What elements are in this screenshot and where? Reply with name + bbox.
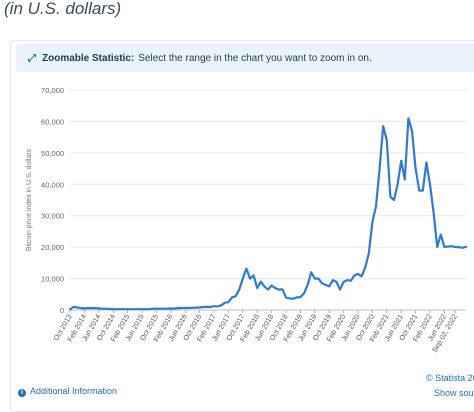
y-tick-label: 0 [60,306,64,315]
y-axis-title: Bitcoin price index in U.S. dollars [26,148,33,251]
show-source-link[interactable]: Show sour [434,388,474,398]
y-tick-label: 30,000 [41,212,64,221]
y-tick-label: 50,000 [41,149,64,158]
y-tick-label: 70,000 [41,86,64,95]
additional-information-label: Additional Information [30,386,118,396]
y-tick-label: 20,000 [41,243,64,252]
zoom-banner: ⤢ Zoomable Statistic: Select the range i… [16,44,474,72]
info-icon: i [18,389,26,397]
price-series-line [68,117,468,311]
y-tick-label: 60,000 [41,117,64,126]
y-tick-label: 40,000 [41,180,64,189]
zoom-expand-icon: ⤢ [28,52,36,64]
zoom-banner-text: Select the range in the chart you want t… [138,52,372,64]
statista-source-label: © Statista 20 [426,373,474,383]
additional-information-link[interactable]: i Additional Information [18,386,117,397]
zoom-banner-title: Zoomable Statistic: [42,52,135,64]
y-tick-label: 10,000 [41,275,64,284]
chart-subtitle: (in U.S. dollars) [4,0,122,18]
